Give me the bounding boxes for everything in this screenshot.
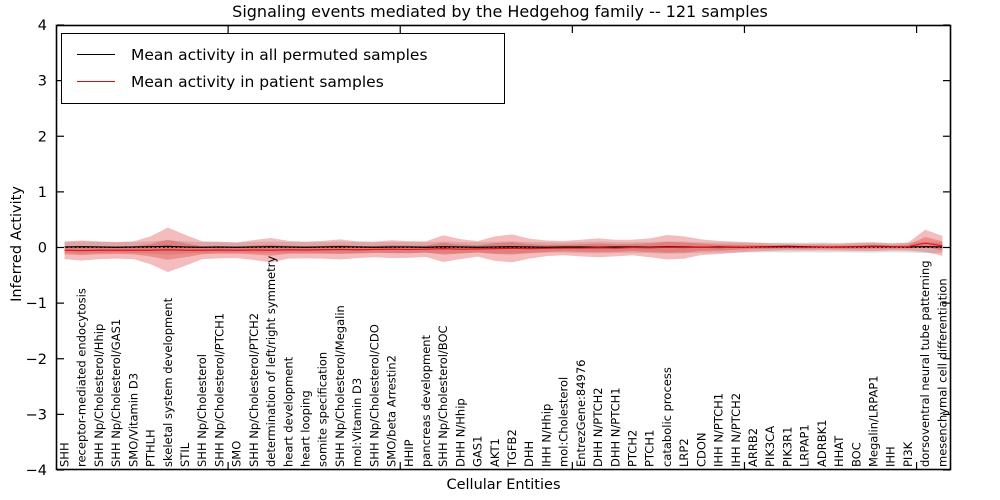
x-category-label: IHH N/PTCH1 <box>712 393 726 467</box>
y-axis-label: Inferred Activity <box>9 186 25 302</box>
legend-label-patient: Mean activity in patient samples <box>131 72 384 91</box>
x-category-label: SHH Np/Cholesterol/Hhip <box>92 324 106 467</box>
x-category-label: ADRBK1 <box>815 420 829 467</box>
y-tick-label: −4 <box>26 463 47 479</box>
x-category-label: SHH Np/Cholesterol/PTCH2 <box>247 313 261 467</box>
x-category-label: Megalin/LRPAP1 <box>866 375 880 467</box>
y-tick-label: −1 <box>26 296 47 312</box>
x-category-label: mol:Vitamin D3 <box>350 378 364 467</box>
y-tick-label: −2 <box>26 352 47 368</box>
x-category-label: DHH N/PTCH1 <box>608 387 622 467</box>
x-category-label: IHH N/Hhip <box>539 404 553 467</box>
x-category-label: LRPAP1 <box>798 424 812 467</box>
y-tick-label: 0 <box>38 241 47 257</box>
patient-mean-line <box>64 242 943 252</box>
x-category-label: SHH Np/Cholesterol/GAS1 <box>109 319 123 467</box>
x-category-label: PTHLH <box>144 429 158 467</box>
x-category-label: skeletal system development <box>161 297 175 467</box>
x-category-label: DHH N/Hhip <box>453 398 467 467</box>
x-category-label: IHH <box>884 446 898 467</box>
x-category-label: mol:Cholesterol <box>557 377 571 467</box>
legend-label-permuted: Mean activity in all permuted samples <box>131 45 428 64</box>
y-tick-label: 4 <box>38 18 47 34</box>
x-category-label: somite specification <box>316 352 330 467</box>
x-category-label: receptor-mediated endocytosis <box>75 288 89 467</box>
y-tick-label: 2 <box>38 129 47 145</box>
x-category-label: AKT1 <box>488 438 502 467</box>
legend-row-patient: Mean activity in patient samples <box>62 68 504 95</box>
x-category-label: SHH <box>58 442 72 467</box>
x-category-label: mesenchymal cell differentiation <box>935 278 949 467</box>
x-category-label: DHH N/PTCH2 <box>591 387 605 467</box>
x-category-label: GAS1 <box>471 436 485 467</box>
x-category-label: PTCH1 <box>643 430 657 467</box>
x-category-label: BOC <box>849 442 863 467</box>
x-category-label: PIK3R1 <box>780 427 794 468</box>
legend: Mean activity in all permuted samples Me… <box>61 33 505 104</box>
y-tick-label: 1 <box>38 185 47 201</box>
x-category-label: TGFB2 <box>505 429 519 468</box>
x-category-label: SHH Np/Cholesterol <box>195 354 209 467</box>
x-category-label: pancreas development <box>419 334 433 467</box>
x-category-label: SHH Np/Cholesterol/Megalin <box>333 305 347 467</box>
x-category-label: SMO/beta Arrestin2 <box>385 355 399 467</box>
x-category-label: SHH Np/Cholesterol/CDO <box>367 324 381 467</box>
x-category-label: heart development <box>281 356 295 467</box>
x-category-label: PIK3CA <box>763 426 777 467</box>
x-category-label: heart looping <box>298 390 312 467</box>
x-axis-label: Cellular Entities <box>446 477 561 493</box>
x-category-label: PI3K <box>901 441 915 467</box>
x-category-label: determination of left/right symmetry <box>264 256 278 467</box>
x-category-label: CDON <box>694 432 708 467</box>
legend-row-permuted: Mean activity in all permuted samples <box>62 41 504 68</box>
x-category-label: HHAT <box>832 435 846 467</box>
x-category-label: DHH <box>522 441 536 467</box>
patient-line-swatch-icon <box>77 81 115 82</box>
x-category-label: LRP2 <box>677 438 691 467</box>
plot-border <box>55 24 952 471</box>
patient-spread-band-outer <box>64 227 943 272</box>
x-category-label: SHH Np/Cholesterol/BOC <box>436 325 450 467</box>
x-category-label: SMO/Vitamin D3 <box>126 373 140 467</box>
chart-title: Signaling events mediated by the Hedgeho… <box>232 2 768 21</box>
x-category-label: SMO <box>230 441 244 467</box>
x-category-label: ARRB2 <box>746 428 760 467</box>
permuted-line-swatch-icon <box>77 54 115 55</box>
x-category-label: SHH Np/Cholesterol/PTCH1 <box>212 313 226 467</box>
x-category-label: IHH N/PTCH2 <box>729 393 743 467</box>
x-category-label: PTCH2 <box>625 430 639 467</box>
x-category-label: catabolic process <box>660 367 674 467</box>
x-category-label: STIL <box>178 442 192 467</box>
x-category-label: dorsoventral neural tube patterning <box>918 260 932 467</box>
y-tick-label: −3 <box>26 407 47 423</box>
x-category-label: HHIP <box>402 439 416 467</box>
y-tick-label: 3 <box>38 74 47 90</box>
x-category-label: EntrezGene:84976 <box>574 360 588 467</box>
